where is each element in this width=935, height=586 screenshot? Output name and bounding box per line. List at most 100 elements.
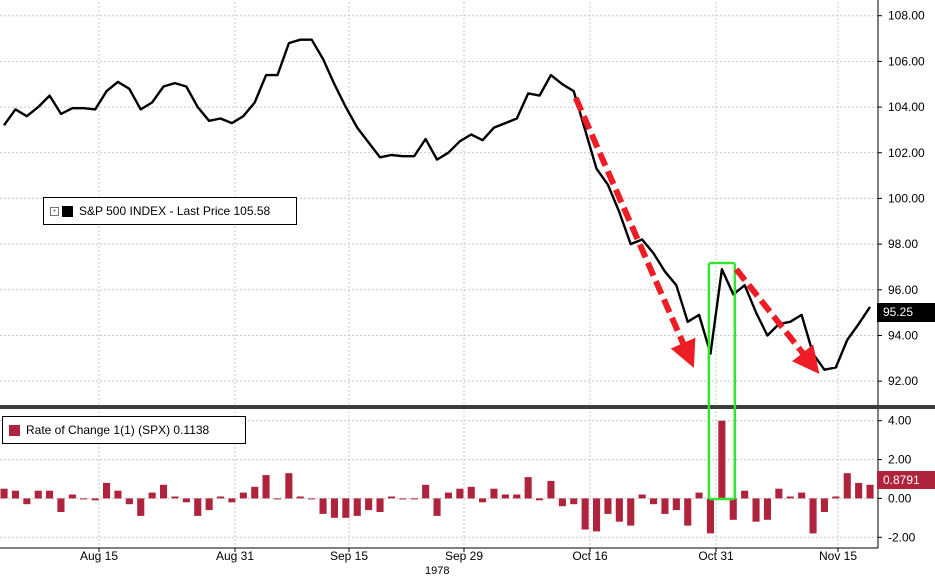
roc-bar bbox=[68, 494, 76, 499]
roc-bar bbox=[627, 498, 635, 526]
roc-bar bbox=[524, 477, 532, 499]
roc-bar bbox=[467, 486, 475, 499]
roc-bar bbox=[194, 498, 202, 516]
roc-bar bbox=[695, 492, 703, 499]
x-axis-year: 1978 bbox=[425, 565, 450, 577]
roc-bar bbox=[228, 498, 236, 503]
roc-bar bbox=[34, 490, 42, 499]
roc-bar bbox=[422, 484, 430, 499]
roc-bar bbox=[273, 498, 281, 500]
roc-bar bbox=[148, 492, 156, 499]
roc-bar bbox=[57, 498, 65, 512]
roc-bar bbox=[0, 488, 8, 499]
roc-bar bbox=[285, 473, 293, 499]
price-y-tick-label: 102.00 bbox=[888, 146, 925, 160]
expand-icon[interactable]: + bbox=[50, 206, 59, 216]
roc-bar bbox=[205, 498, 213, 511]
roc-bar bbox=[615, 498, 623, 522]
x-tick-label: Nov 15 bbox=[819, 549, 857, 563]
roc-bar bbox=[160, 484, 168, 499]
roc-bar bbox=[672, 498, 680, 511]
roc-bar bbox=[684, 498, 692, 526]
roc-bar bbox=[729, 498, 737, 520]
roc-bar bbox=[661, 498, 669, 514]
roc-bar bbox=[125, 498, 133, 505]
roc-bar bbox=[114, 490, 122, 499]
roc-bar bbox=[843, 473, 851, 499]
roc-bar bbox=[832, 496, 840, 499]
trend-arrow bbox=[572, 96, 696, 368]
roc-bar bbox=[820, 498, 828, 512]
roc-bar bbox=[376, 498, 384, 512]
price-legend-label: S&P 500 INDEX - Last Price 105.58 bbox=[79, 204, 271, 218]
roc-bar bbox=[296, 496, 304, 499]
x-tick-label: Sep 15 bbox=[330, 549, 368, 563]
price-y-tick-label: 94.00 bbox=[888, 328, 918, 342]
roc-bar bbox=[798, 492, 806, 499]
roc-bar bbox=[365, 498, 373, 511]
roc-bar bbox=[444, 492, 452, 499]
roc-bar bbox=[775, 488, 783, 499]
roc-bar bbox=[342, 498, 350, 518]
roc-legend[interactable]: Rate of Change 1(1) (SPX) 0.1138 bbox=[2, 416, 246, 444]
trend-arrow bbox=[733, 267, 820, 374]
pane-divider bbox=[0, 405, 935, 409]
roc-bar bbox=[456, 488, 464, 499]
roc-legend-swatch bbox=[9, 424, 20, 436]
roc-bar bbox=[581, 498, 589, 530]
roc-bar bbox=[23, 498, 31, 505]
roc-bar bbox=[182, 498, 190, 503]
price-y-tick-label: 92.00 bbox=[888, 374, 918, 388]
x-tick-label: Aug 31 bbox=[216, 549, 254, 563]
roc-bar bbox=[80, 498, 88, 500]
roc-bar bbox=[308, 498, 316, 500]
roc-bar bbox=[239, 492, 247, 499]
roc-bar bbox=[330, 498, 338, 518]
price-y-tick-label: 104.00 bbox=[888, 100, 925, 114]
price-y-tick-label: 98.00 bbox=[888, 237, 918, 251]
roc-bar bbox=[650, 498, 658, 505]
roc-bar bbox=[387, 496, 395, 499]
x-tick-label: Aug 15 bbox=[80, 549, 118, 563]
roc-bar bbox=[741, 490, 749, 499]
x-tick-label: Oct 31 bbox=[698, 549, 734, 563]
roc-bar bbox=[706, 498, 714, 534]
last-price-tag: 95.25 bbox=[877, 303, 935, 322]
roc-bar bbox=[809, 498, 817, 534]
price-series-line bbox=[3, 38, 872, 371]
roc-bar bbox=[479, 498, 487, 503]
roc-bar bbox=[501, 494, 509, 499]
roc-bar bbox=[410, 498, 418, 500]
x-tick-label: Sep 29 bbox=[445, 549, 483, 563]
roc-bar bbox=[103, 482, 111, 499]
roc-bar bbox=[251, 486, 259, 499]
price-legend[interactable]: + S&P 500 INDEX - Last Price 105.58 bbox=[43, 197, 297, 225]
roc-bar bbox=[604, 498, 612, 514]
roc-bar bbox=[137, 498, 145, 516]
roc-bar bbox=[558, 498, 566, 507]
roc-bar bbox=[46, 490, 54, 499]
last-roc-tag: 0.8791 bbox=[877, 471, 935, 489]
price-y-tick-label: 100.00 bbox=[888, 191, 925, 205]
roc-bar bbox=[536, 498, 544, 501]
roc-y-tick-label: 0.00 bbox=[888, 491, 912, 505]
roc-legend-label: Rate of Change 1(1) (SPX) 0.1138 bbox=[26, 423, 210, 437]
roc-y-tick-label: 4.00 bbox=[888, 414, 912, 428]
price-y-tick-label: 108.00 bbox=[888, 9, 925, 23]
roc-bar bbox=[638, 494, 646, 499]
roc-bar bbox=[547, 480, 555, 499]
price-legend-swatch bbox=[62, 205, 73, 217]
roc-bar bbox=[171, 496, 179, 499]
roc-bar bbox=[786, 496, 794, 499]
roc-bar bbox=[319, 498, 327, 514]
roc-bar bbox=[399, 498, 407, 500]
roc-bar bbox=[718, 420, 726, 499]
roc-bar bbox=[763, 498, 771, 520]
roc-bar bbox=[855, 482, 863, 499]
roc-y-tick-label: -2.00 bbox=[888, 530, 916, 544]
roc-y-tick-label: 2.00 bbox=[888, 453, 912, 467]
price-y-tick-label: 106.00 bbox=[888, 54, 925, 68]
roc-bar bbox=[433, 498, 441, 516]
price-y-tick-label: 96.00 bbox=[888, 283, 918, 297]
